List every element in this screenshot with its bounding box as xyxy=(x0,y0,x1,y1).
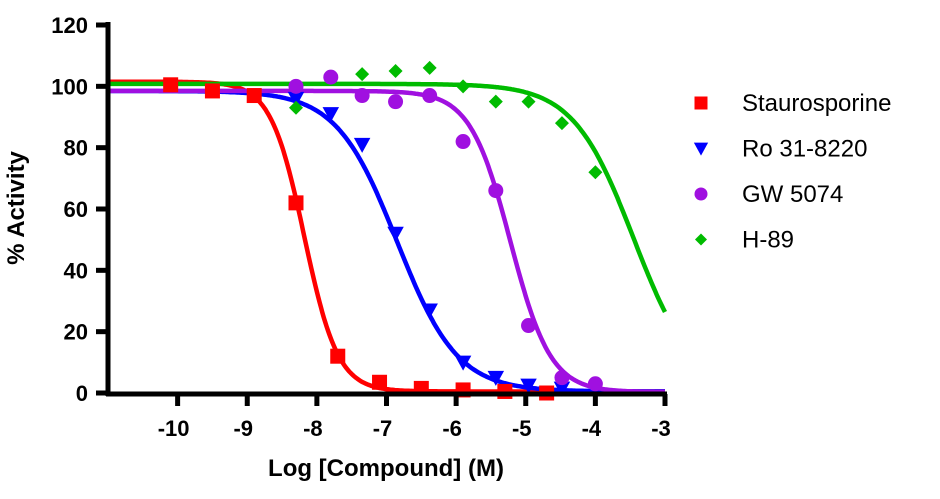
data-point xyxy=(497,383,513,399)
data-point xyxy=(421,303,438,319)
data-point xyxy=(588,165,603,180)
data-point xyxy=(387,226,404,242)
x-tick-label: -3 xyxy=(651,416,671,441)
data-point xyxy=(422,60,437,75)
x-tick-label: -5 xyxy=(512,416,532,441)
legend-marker-triangle-down xyxy=(693,142,709,156)
x-tick-label: -6 xyxy=(442,416,462,441)
data-point xyxy=(456,79,471,94)
data-point xyxy=(323,69,339,85)
data-point xyxy=(388,94,404,110)
x-tick-label: -4 xyxy=(582,416,602,441)
data-point xyxy=(554,116,569,131)
legend-marker-square xyxy=(694,96,708,110)
fit-curves xyxy=(108,79,667,395)
data-point xyxy=(353,137,371,153)
data-point xyxy=(488,94,503,109)
y-tick-label: 60 xyxy=(64,197,88,222)
data-point xyxy=(422,88,438,104)
data-points xyxy=(163,60,603,401)
data-point xyxy=(355,67,370,82)
x-tick-label: -8 xyxy=(303,416,323,441)
data-point xyxy=(521,94,536,109)
legend-label: Ro 31-8220 xyxy=(742,136,867,163)
data-point xyxy=(454,355,472,371)
legend: Staurosporine Ro 31-8220 GW 5074 H-89 xyxy=(693,90,891,254)
y-tick-label: 20 xyxy=(64,320,88,345)
x-tick-label: -7 xyxy=(373,416,393,441)
fit-curve-h-89 xyxy=(108,81,667,314)
legend-label: Staurosporine xyxy=(742,90,891,117)
legend-label: H-89 xyxy=(742,227,794,254)
data-point xyxy=(388,64,403,78)
y-ticks: 0 20 40 60 80 100 120 xyxy=(51,13,108,406)
y-tick-label: 0 xyxy=(76,381,88,406)
x-tick-label: -9 xyxy=(233,416,253,441)
data-point xyxy=(553,381,571,397)
x-tick-label: -10 xyxy=(158,416,190,441)
fit-curve-gw-5074 xyxy=(108,88,665,395)
data-point xyxy=(372,374,388,390)
data-point xyxy=(554,370,570,386)
data-point xyxy=(288,78,304,94)
data-point xyxy=(487,370,505,386)
data-point xyxy=(322,107,340,123)
fit-curve-ro-31-8220 xyxy=(108,88,665,394)
data-point xyxy=(354,88,370,104)
legend-marker-circle xyxy=(694,187,708,201)
y-tick-label: 40 xyxy=(64,258,88,283)
y-tick-label: 100 xyxy=(51,74,88,99)
legend-label: GW 5074 xyxy=(742,181,843,208)
y-tick-label: 120 xyxy=(51,13,88,38)
data-point xyxy=(521,318,537,334)
data-point xyxy=(488,183,504,199)
x-ticks: -10 -9 -8 -7 -6 -5 -4 -3 xyxy=(158,394,671,441)
y-axis-label: % Activity xyxy=(3,150,30,264)
data-point xyxy=(287,91,305,107)
legend-marker-diamond xyxy=(695,233,707,246)
axes xyxy=(105,22,667,397)
data-point xyxy=(246,88,262,104)
data-point xyxy=(163,77,179,93)
data-point xyxy=(520,378,537,394)
data-point xyxy=(204,83,220,99)
data-point xyxy=(288,195,304,211)
y-tick-label: 80 xyxy=(64,136,88,161)
data-point xyxy=(455,134,471,150)
data-point xyxy=(330,348,346,364)
x-axis-label: Log [Compound] (M) xyxy=(268,455,504,482)
data-point xyxy=(587,376,603,392)
data-point xyxy=(288,100,303,115)
